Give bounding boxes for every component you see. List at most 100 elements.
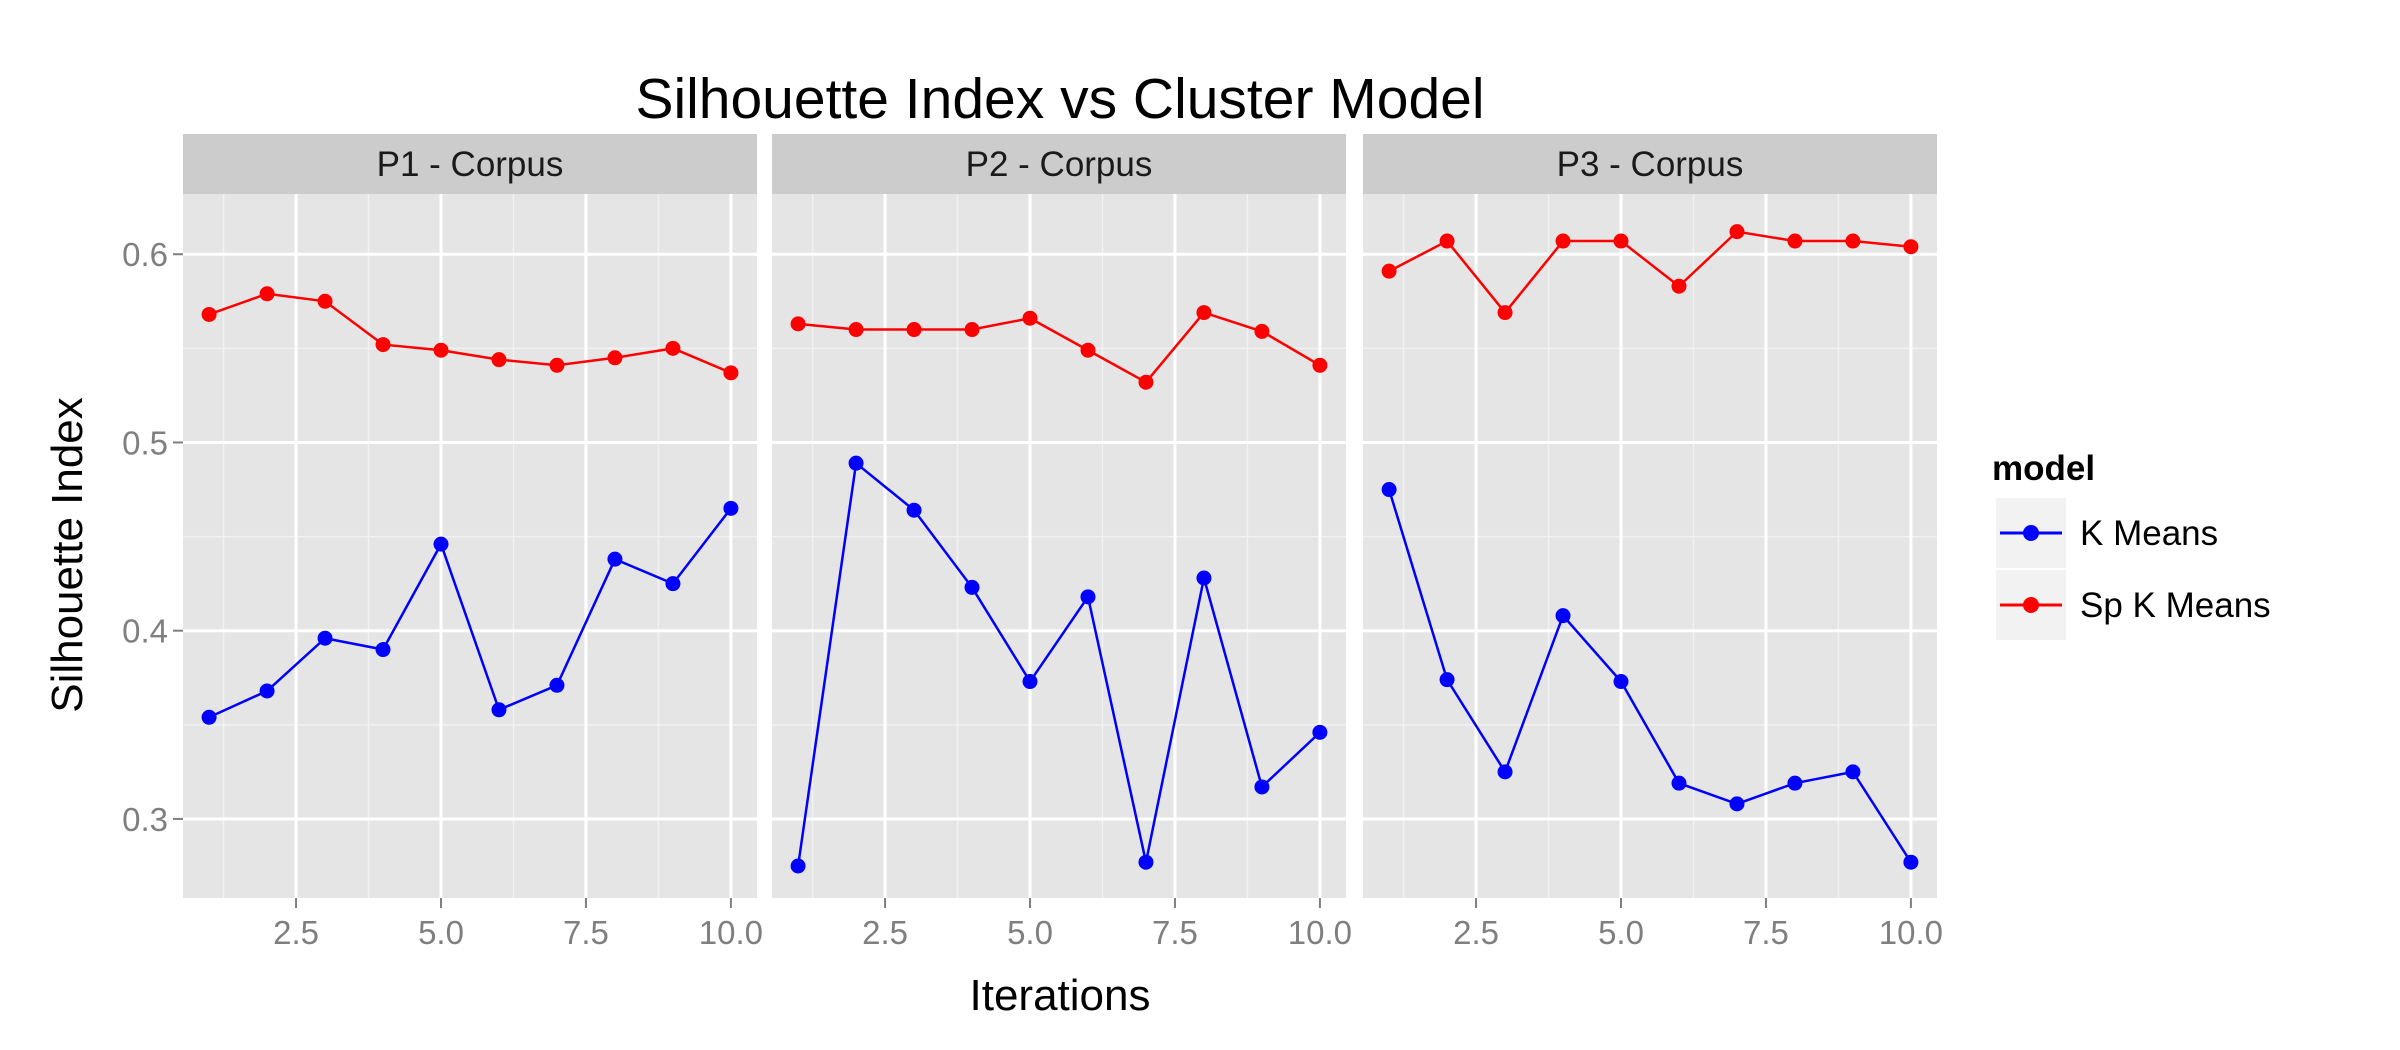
data-point <box>201 306 217 322</box>
data-point <box>491 352 507 368</box>
data-point <box>1613 233 1629 249</box>
facet-panel: P2 - Corpus 2.5 5.0 7.5 10.0 <box>772 134 1352 951</box>
data-point <box>1613 674 1629 690</box>
data-point <box>375 642 391 658</box>
x-tick-label: 10.0 <box>1879 914 1943 951</box>
data-point <box>1312 357 1328 373</box>
data-point <box>375 337 391 353</box>
facet-strip <box>772 134 1346 194</box>
data-point <box>1381 482 1397 498</box>
data-point <box>665 340 681 356</box>
chart-title: Silhouette Index vs Cluster Model <box>635 67 1484 131</box>
data-point <box>665 576 681 592</box>
facet-panel: P3 - Corpus 2.5 5.0 7.5 10.0 <box>1363 134 1943 951</box>
data-point <box>549 677 565 693</box>
legend-entry: K Means <box>1996 498 2218 568</box>
x-tick-label: 10.0 <box>1288 914 1352 951</box>
data-point <box>1903 854 1919 870</box>
data-point <box>201 709 217 725</box>
data-point <box>790 858 806 874</box>
legend-key-point <box>2023 525 2039 541</box>
legend: model K Means Sp K Means <box>1992 449 2271 640</box>
x-tick-label: 2.5 <box>862 914 908 951</box>
data-point <box>607 350 623 366</box>
series-line <box>1387 489 1912 863</box>
data-point <box>1787 775 1803 791</box>
legend-key-point <box>2023 597 2039 613</box>
legend-title: model <box>1992 449 2095 488</box>
data-point <box>433 536 449 552</box>
data-point <box>964 322 980 338</box>
data-point <box>1080 342 1096 358</box>
data-point <box>964 579 980 595</box>
data-point <box>1903 239 1919 255</box>
data-point <box>1671 278 1687 294</box>
data-point <box>491 702 507 718</box>
data-point <box>1080 589 1096 605</box>
x-tick-label: 7.5 <box>1743 914 1789 951</box>
y-tick-label: 0.3 <box>122 801 168 838</box>
data-point <box>1497 305 1513 321</box>
series-line <box>1388 230 1912 315</box>
data-point <box>1729 224 1745 240</box>
data-point <box>433 342 449 358</box>
data-point <box>1787 233 1803 249</box>
data-point <box>1439 672 1455 688</box>
facet-strip <box>1363 134 1937 194</box>
x-tick-label: 5.0 <box>1007 914 1053 951</box>
facet-strip-label: P3 - Corpus <box>1557 145 1744 184</box>
data-point <box>906 322 922 338</box>
data-point <box>1196 570 1212 586</box>
series-line <box>796 460 1321 867</box>
panel-background <box>1363 194 1937 898</box>
data-point <box>790 316 806 332</box>
panel-background <box>772 194 1346 898</box>
data-point <box>906 502 922 518</box>
facet-strip-label: P2 - Corpus <box>966 145 1153 184</box>
series-line <box>797 311 1321 384</box>
data-point <box>549 357 565 373</box>
x-tick-label: 5.0 <box>418 914 464 951</box>
panel-background <box>183 194 757 898</box>
data-point <box>259 286 275 302</box>
x-tick-label: 5.0 <box>1598 914 1644 951</box>
data-point <box>1312 724 1328 740</box>
x-tick-label: 7.5 <box>1152 914 1198 951</box>
y-tick-label: 0.6 <box>122 236 168 273</box>
data-point <box>1497 764 1513 780</box>
data-point <box>723 365 739 381</box>
data-point <box>317 630 333 646</box>
data-point <box>1555 233 1571 249</box>
data-point <box>1555 608 1571 624</box>
facet-strip <box>183 134 757 194</box>
facet-panel: P1 - Corpus 2.5 5.0 7.5 10.0 <box>183 134 763 951</box>
y-tick-label: 0.5 <box>122 424 168 461</box>
legend-entry: Sp K Means <box>1996 570 2271 640</box>
data-point <box>1845 233 1861 249</box>
x-tick-label: 2.5 <box>273 914 319 951</box>
data-point <box>1671 775 1687 791</box>
data-point <box>259 683 275 699</box>
data-point <box>848 455 864 471</box>
data-point <box>1845 764 1861 780</box>
x-tick-label: 2.5 <box>1453 914 1499 951</box>
data-point <box>1254 323 1270 339</box>
data-point <box>607 551 623 567</box>
data-point <box>1381 263 1397 279</box>
series-line <box>208 507 732 719</box>
x-tick-label: 7.5 <box>563 914 609 951</box>
data-point <box>1138 854 1154 870</box>
legend-label: Sp K Means <box>2080 586 2271 625</box>
data-point <box>723 500 739 516</box>
data-point <box>1439 233 1455 249</box>
legend-label: K Means <box>2080 514 2218 553</box>
x-axis-title: Iterations <box>970 971 1151 1020</box>
y-axis-title: Silhouette Index <box>43 397 92 713</box>
x-tick-label: 10.0 <box>699 914 763 951</box>
data-point <box>1138 374 1154 390</box>
y-tick-label: 0.4 <box>122 613 168 650</box>
series-line <box>208 292 732 374</box>
data-point <box>848 322 864 338</box>
